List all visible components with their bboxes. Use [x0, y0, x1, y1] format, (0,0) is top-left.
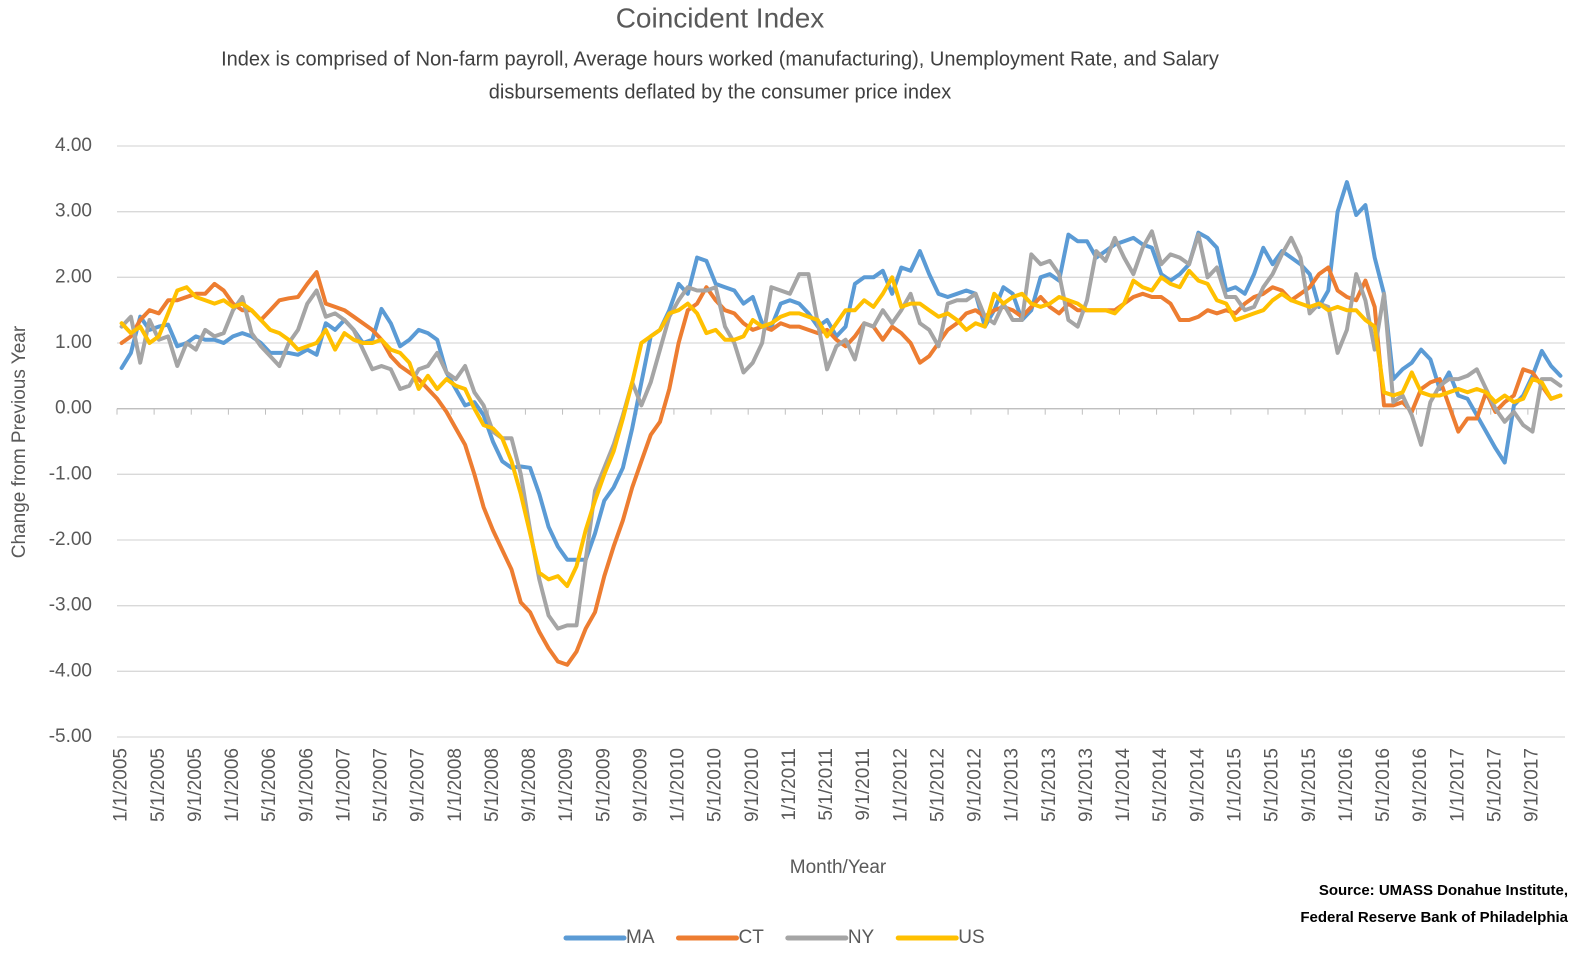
- y-tick-label: -4.00: [49, 660, 92, 681]
- y-tick-label: 3.00: [55, 201, 92, 222]
- x-tick-label: 9/1/2008: [519, 748, 540, 822]
- legend-label: CT: [739, 927, 765, 948]
- x-tick-label: 5/1/2014: [1150, 748, 1171, 822]
- x-tick-label: 9/1/2009: [630, 748, 651, 822]
- series-line: [119, 180, 1563, 562]
- x-tick-label: 1/1/2008: [445, 748, 466, 822]
- x-tick-label: 9/1/2006: [296, 748, 317, 822]
- y-tick-label: -1.00: [49, 463, 92, 484]
- x-tick-label: 1/1/2011: [779, 748, 800, 821]
- x-tick-label: 5/1/2017: [1484, 748, 1505, 822]
- x-tick-label: 1/1/2007: [333, 748, 354, 822]
- y-axis-label: Change from Previous Year: [9, 325, 30, 558]
- legend-label: NY: [848, 927, 875, 948]
- x-tick-label: 5/1/2008: [482, 748, 503, 822]
- chart-title: Coincident Index: [616, 2, 825, 33]
- x-tick-label: 5/1/2013: [1039, 748, 1060, 822]
- source-note: Source: UMASS Donahue Institute,: [1319, 882, 1568, 899]
- x-tick-label: 1/1/2005: [111, 748, 132, 822]
- y-tick-label: 2.00: [55, 266, 92, 287]
- x-tick-label: 5/1/2010: [705, 748, 726, 822]
- x-tick-label: 5/1/2005: [148, 748, 169, 822]
- x-tick-label: 1/1/2012: [890, 748, 911, 822]
- x-tick-label: 5/1/2015: [1262, 748, 1283, 822]
- x-tick-label: 5/1/2012: [927, 748, 948, 822]
- y-tick-label: 1.00: [55, 332, 92, 353]
- x-tick-label: 9/1/2015: [1299, 748, 1320, 822]
- x-tick-label: 1/1/2017: [1447, 748, 1468, 822]
- legend-label: MA: [626, 927, 655, 948]
- y-tick-label: 0.00: [55, 398, 92, 419]
- legend-label: US: [958, 927, 984, 948]
- x-tick-label: 5/1/2007: [371, 748, 392, 822]
- chart-subtitle: disbursements deflated by the consumer p…: [489, 81, 951, 103]
- series-line: [119, 268, 1563, 588]
- x-tick-label: 9/1/2017: [1522, 748, 1543, 822]
- x-tick-label: 1/1/2014: [1113, 748, 1134, 822]
- x-tick-label: 9/1/2013: [1076, 748, 1097, 822]
- x-tick-label: 9/1/2011: [853, 748, 874, 821]
- x-tick-label: 5/1/2009: [593, 748, 614, 822]
- y-tick-label: -2.00: [49, 529, 92, 550]
- x-axis-label: Month/Year: [790, 857, 887, 878]
- chart-subtitle: Index is comprised of Non-farm payroll, …: [221, 48, 1219, 70]
- source-note: Federal Reserve Bank of Philadelphia: [1300, 909, 1568, 926]
- x-tick-label: 1/1/2006: [222, 748, 243, 822]
- x-tick-label: 1/1/2015: [1225, 748, 1246, 822]
- x-tick-label: 1/1/2010: [668, 748, 689, 822]
- x-tick-label: 5/1/2006: [259, 748, 280, 822]
- y-tick-label: 4.00: [55, 135, 92, 156]
- y-tick-label: -5.00: [49, 726, 92, 747]
- x-tick-label: 9/1/2012: [965, 748, 986, 822]
- series-line: [119, 229, 1563, 631]
- x-tick-label: 1/1/2009: [556, 748, 577, 822]
- y-tick-label: -3.00: [49, 595, 92, 616]
- x-tick-label: 1/1/2013: [1002, 748, 1023, 822]
- x-tick-label: 5/1/2016: [1373, 748, 1394, 822]
- x-tick-label: 9/1/2005: [185, 748, 206, 822]
- x-tick-label: 9/1/2010: [742, 748, 763, 822]
- x-tick-label: 9/1/2007: [408, 748, 429, 822]
- x-tick-label: 9/1/2016: [1410, 748, 1431, 822]
- x-tick-label: 1/1/2016: [1336, 748, 1357, 822]
- x-tick-label: 9/1/2014: [1187, 748, 1208, 822]
- x-tick-label: 5/1/2011: [816, 748, 837, 821]
